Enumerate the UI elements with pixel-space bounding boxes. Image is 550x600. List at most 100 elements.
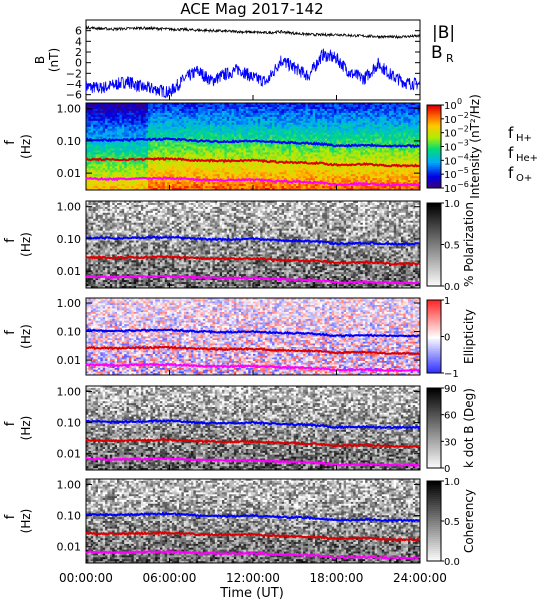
y-axis-unit-p1: (Hz) xyxy=(19,134,33,159)
y-axis-unit-p2: (Hz) xyxy=(19,232,33,257)
fhe-line-1 xyxy=(85,156,421,168)
y-tick-label-p5-0: 1.00 xyxy=(57,478,82,491)
y-tick-label-b-2: 2 xyxy=(75,46,82,59)
x-tick-label-2: 12:00:00 xyxy=(226,571,280,585)
colorbar-tick-label-p2-1: 0.5 xyxy=(444,241,460,252)
chart-title: ACE Mag 2017-142 xyxy=(180,0,323,18)
colorbar-tick-label-p1-0: 10 xyxy=(444,101,457,112)
series-line-b xyxy=(85,25,421,40)
y-tick-label-b-6: −6 xyxy=(66,89,82,102)
x-tick-label-3: 18:00:00 xyxy=(310,571,364,585)
y-tick-label-b-5: −4 xyxy=(66,78,82,91)
legend-gyro-0: f xyxy=(508,124,514,142)
x-tick-label-4: 24:00:00 xyxy=(393,571,447,585)
colorbar-tick-label-p3-2: −1 xyxy=(444,369,459,380)
fhe-line-5 xyxy=(85,530,421,542)
y-tick-label-p2-0: 1.00 xyxy=(57,201,82,214)
colorbar-tick-label-p3-1: 0 xyxy=(444,333,450,344)
y-tick-label-b-0: 6 xyxy=(75,25,82,38)
colorbar-tick-exp-p1-2: −2 xyxy=(457,125,469,134)
y-tick-label-p3-2: 0.01 xyxy=(57,354,82,367)
colorbar-title-p5: Coherency xyxy=(462,489,476,553)
colorbar-tick-exp-p1-0: 0 xyxy=(457,97,462,106)
colorbar-tick-label-p4-3: 0 xyxy=(444,464,450,475)
y-tick-label-p4-1: 0.10 xyxy=(57,417,82,430)
y-tick-label-p1-1: 0.10 xyxy=(57,135,82,148)
fh-line-4 xyxy=(86,418,421,430)
legend-gyro-sub-2: O+ xyxy=(516,173,532,184)
colorbar-tick-exp-p1-6: −6 xyxy=(457,180,469,189)
colorbar-tick-label-p5-1: 0.5 xyxy=(444,517,460,528)
colorbar-tick-label-p2-0: 1.0 xyxy=(444,199,460,210)
x-tick-label-0: 00:00:00 xyxy=(59,571,113,585)
colorbar-tick-label-p3-0: 1 xyxy=(444,296,450,307)
y-tick-label-p1-0: 1.00 xyxy=(57,103,82,116)
y-tick-label-p3-0: 1.00 xyxy=(57,297,82,310)
y-tick-label-p4-0: 1.00 xyxy=(57,385,82,398)
colorbar-tick-label-p2-2: 0.0 xyxy=(444,282,460,293)
legend-gyro-1: f xyxy=(508,144,514,162)
colorbar-title-p3: Ellipticity xyxy=(462,309,476,364)
spectrogram-3 xyxy=(86,298,441,376)
fo-line-5 xyxy=(85,549,421,560)
fhe-line-3 xyxy=(85,345,421,356)
legend-br: B xyxy=(431,43,443,63)
colorbar-title-p1: Intensity (nT²/Hz) xyxy=(468,94,482,199)
y-tick-label-b-3: 0 xyxy=(75,57,82,70)
colorbar-tick-label-p1-2: 10 xyxy=(444,129,457,140)
colorbar-tick-label-p1-1: 10 xyxy=(444,115,457,126)
legend-gyro-2: f xyxy=(508,164,514,182)
y-axis-unit-p5: (Hz) xyxy=(19,509,33,534)
y-tick-label-p3-1: 0.10 xyxy=(57,326,82,339)
y-tick-label-p5-1: 0.10 xyxy=(57,510,82,523)
y-axis-title-p3: f xyxy=(3,330,18,335)
colorbar-tick-label-p4-1: 60 xyxy=(444,411,457,422)
y-axis-title-p1: f xyxy=(3,140,18,145)
colorbar-tick-label-p5-0: 1.0 xyxy=(444,477,460,488)
fhe-line-4 xyxy=(85,437,421,449)
fo-line-2 xyxy=(85,274,421,286)
y-axis-title-p4: f xyxy=(3,421,18,426)
legend-b-magnitude: |B| xyxy=(432,23,455,43)
colorbar-tick-label-p4-0: 90 xyxy=(444,384,457,395)
colorbar-tick-label-p1-3: 10 xyxy=(444,143,457,154)
y-tick-label-b-4: −2 xyxy=(66,67,82,80)
y-axis-unit-p3: (Hz) xyxy=(19,324,33,349)
fh-line-3 xyxy=(85,328,421,338)
y-axis-title-p2: f xyxy=(3,238,18,243)
y-tick-label-p2-1: 0.10 xyxy=(57,233,82,246)
colorbar-frame-4 xyxy=(426,387,442,469)
x-axis-title: Time (UT) xyxy=(219,586,284,600)
fh-line-2 xyxy=(85,235,421,246)
spectrogram-1 xyxy=(86,103,441,191)
colorbar-tick-exp-p1-5: −5 xyxy=(457,166,469,175)
colorbar-tick-label-p1-4: 10 xyxy=(444,156,457,167)
fo-line-4 xyxy=(85,456,421,468)
colorbar-tick-label-p1-6: 10 xyxy=(444,184,457,195)
colorbar-tick-label-p4-2: 30 xyxy=(444,437,457,448)
legend-br-sub: R xyxy=(446,52,454,65)
x-tick-label-1: 06:00:00 xyxy=(143,571,197,585)
y-tick-label-p4-2: 0.01 xyxy=(57,448,82,461)
y-tick-label-p5-2: 0.01 xyxy=(57,541,82,554)
y-axis-title-b: B xyxy=(33,56,47,64)
colorbar-tick-exp-p1-3: −3 xyxy=(457,139,469,148)
fhe-line-2 xyxy=(85,254,421,266)
colorbar-tick-exp-p1-4: −4 xyxy=(457,152,469,161)
series-line-br xyxy=(85,48,421,99)
colorbar-tick-exp-p1-1: −2 xyxy=(457,111,469,120)
colorbar-tick-label-p1-5: 10 xyxy=(444,170,457,181)
y-tick-label-p2-2: 0.01 xyxy=(57,265,82,278)
legend-gyro-sub-0: H+ xyxy=(516,133,532,144)
fh-line-5 xyxy=(85,511,421,523)
spectrogram-5 xyxy=(86,479,441,564)
legend-gyro-sub-1: He+ xyxy=(516,153,538,164)
y-tick-label-b-1: 4 xyxy=(75,35,82,48)
spectrogram-4 xyxy=(86,386,441,471)
fo-line-1 xyxy=(85,176,421,187)
fo-line-3 xyxy=(85,362,421,373)
y-axis-unit-b: (nT) xyxy=(47,48,61,72)
y-axis-unit-p4: (Hz) xyxy=(19,416,33,441)
